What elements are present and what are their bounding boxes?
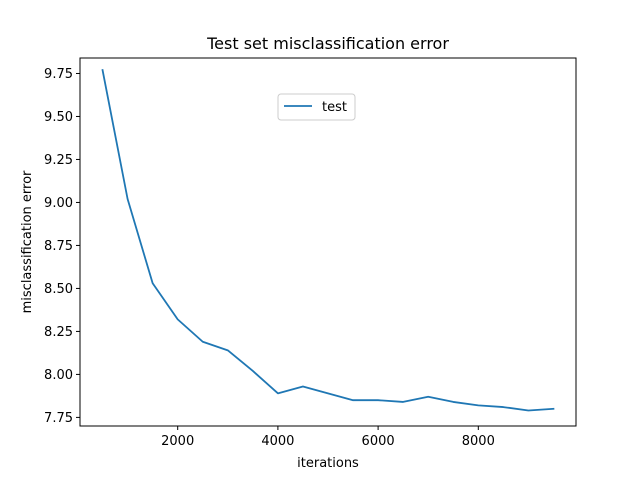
y-tick-label: 7.75 [44, 411, 73, 426]
y-tick-label: 8.75 [44, 239, 73, 254]
y-tick-label: 8.00 [44, 368, 73, 383]
chart-title: Test set misclassification error [206, 34, 449, 53]
x-axis-label: iterations [297, 456, 359, 471]
y-tick-label: 9.75 [44, 67, 73, 82]
x-tick-label: 6000 [362, 434, 395, 449]
y-tick-label: 9.50 [44, 110, 73, 125]
y-axis-label: misclassification error [20, 170, 35, 313]
y-axis-ticks: 7.75 8.00 8.25 8.50 8.75 9.00 9.25 9.50 9.75 [44, 67, 80, 426]
x-tick-label: 8000 [462, 434, 495, 449]
legend-box [277, 93, 356, 121]
series-layer [101, 68, 555, 412]
series-line-test [101, 68, 555, 412]
legend-label-test: test [322, 100, 347, 115]
x-tick-label: 2000 [161, 434, 194, 449]
y-tick-label: 9.25 [44, 153, 73, 168]
x-axis-ticks: 2000 4000 6000 8000 [161, 426, 495, 449]
x-tick-label: 4000 [261, 434, 294, 449]
y-tick-label: 9.00 [44, 196, 73, 211]
legend: test [277, 93, 356, 121]
plot-frame [79, 57, 577, 427]
y-tick-label: 8.50 [44, 282, 73, 297]
y-tick-label: 8.25 [44, 325, 73, 340]
